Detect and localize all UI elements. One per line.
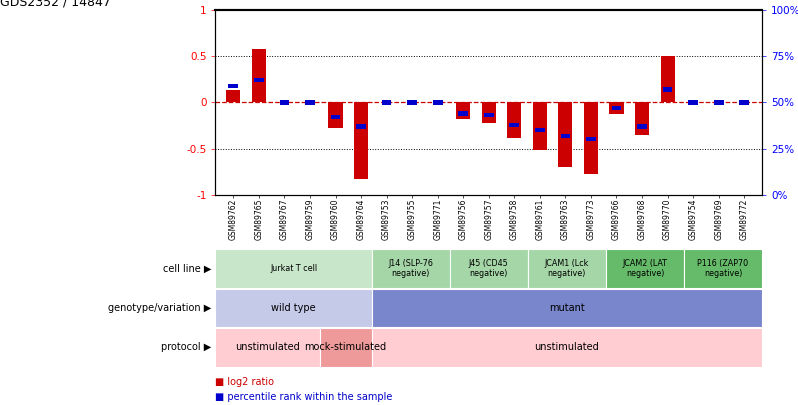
Bar [484, 113, 494, 117]
Text: JCAM2 (LAT
negative): JCAM2 (LAT negative) [622, 259, 667, 278]
Bar [356, 124, 366, 128]
Text: GDS2352 / 14847: GDS2352 / 14847 [0, 0, 111, 9]
Text: J14 (SLP-76
negative): J14 (SLP-76 negative) [389, 259, 433, 278]
Bar [584, 102, 598, 175]
Bar [508, 102, 521, 138]
Bar [407, 100, 417, 104]
Bar [330, 115, 341, 119]
Bar [381, 100, 392, 104]
Bar [227, 90, 240, 102]
Bar [228, 84, 238, 88]
Bar [305, 100, 315, 104]
Text: protocol ▶: protocol ▶ [161, 342, 211, 352]
Bar [254, 78, 263, 82]
Bar [560, 134, 571, 138]
Bar [372, 289, 762, 327]
Bar [535, 128, 545, 132]
Bar [319, 328, 372, 367]
Bar [433, 100, 443, 104]
Bar [458, 111, 468, 115]
Text: unstimulated: unstimulated [535, 342, 599, 352]
Text: ■ percentile rank within the sample: ■ percentile rank within the sample [215, 392, 393, 402]
Bar [714, 100, 724, 104]
Text: unstimulated: unstimulated [235, 342, 300, 352]
Bar [215, 328, 319, 367]
Text: J45 (CD45
negative): J45 (CD45 negative) [469, 259, 508, 278]
Bar [279, 100, 290, 104]
Bar [637, 124, 647, 128]
Text: ■ log2 ratio: ■ log2 ratio [215, 377, 275, 386]
Text: Jurkat T cell: Jurkat T cell [270, 264, 317, 273]
Bar [635, 102, 649, 135]
Bar [456, 102, 470, 119]
Bar [611, 106, 622, 110]
Bar [684, 249, 762, 288]
Bar [509, 123, 519, 127]
Bar [450, 249, 527, 288]
Text: JCAM1 (Lck
negative): JCAM1 (Lck negative) [545, 259, 589, 278]
Bar [559, 102, 572, 167]
Bar [661, 56, 674, 102]
Bar [740, 100, 749, 104]
Text: mutant: mutant [549, 303, 585, 313]
Bar [354, 102, 368, 179]
Bar [329, 102, 342, 128]
Bar [662, 87, 673, 92]
Bar [688, 100, 698, 104]
Text: genotype/variation ▶: genotype/variation ▶ [109, 303, 211, 313]
Bar [482, 102, 496, 123]
Bar [372, 249, 450, 288]
Bar [533, 102, 547, 149]
Bar [527, 249, 606, 288]
Bar [586, 137, 596, 141]
Text: wild type: wild type [271, 303, 316, 313]
Bar [215, 289, 372, 327]
Bar [252, 49, 266, 102]
Text: P116 (ZAP70
negative): P116 (ZAP70 negative) [697, 259, 749, 278]
Bar [372, 328, 762, 367]
Bar [215, 249, 372, 288]
Bar [606, 249, 684, 288]
Bar [610, 102, 623, 115]
Text: mock-stimulated: mock-stimulated [305, 342, 387, 352]
Text: cell line ▶: cell line ▶ [163, 264, 211, 274]
